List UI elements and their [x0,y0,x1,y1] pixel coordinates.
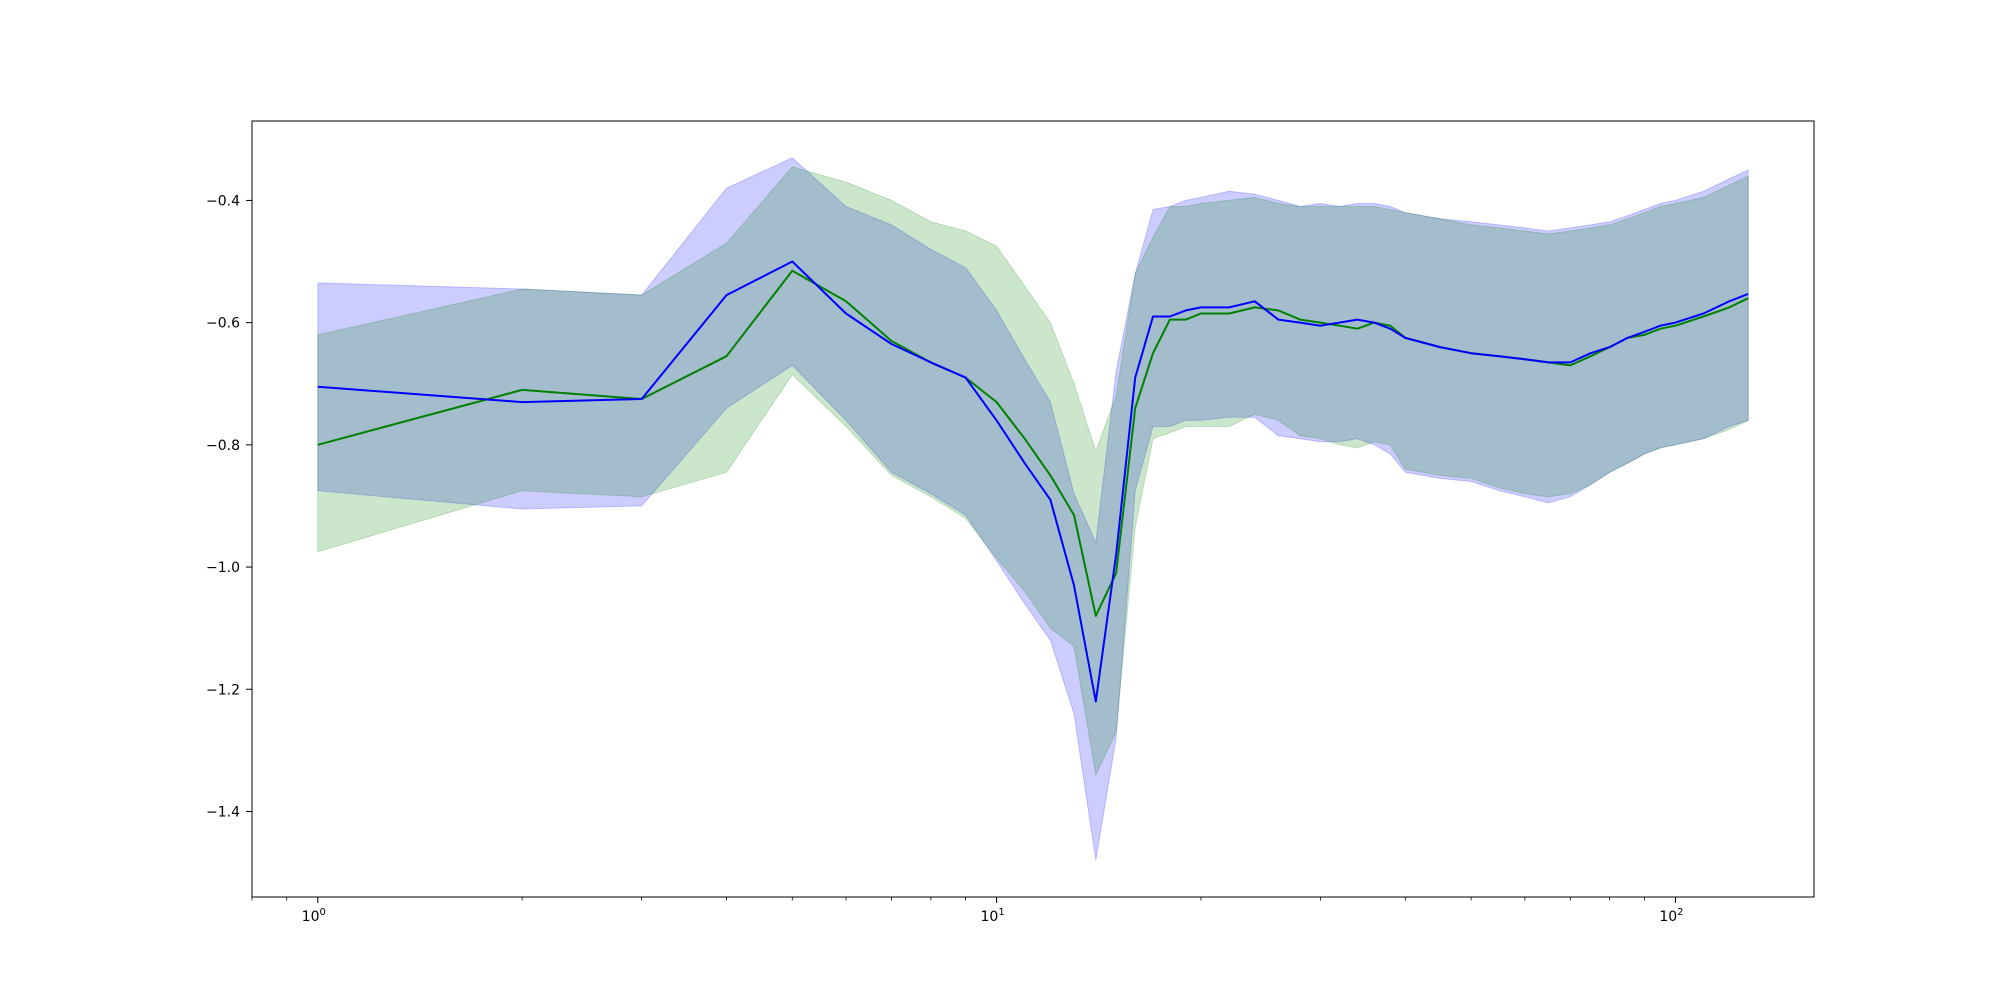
plot-frame [251,120,1815,898]
y-tick-label: −1.4 [206,804,240,820]
x-tick-label: 101 [981,907,1005,925]
confidence-bands [317,157,1749,861]
x-tick-label: 100 [302,907,326,925]
series-0-band [317,157,1749,861]
series-lines [317,260,1749,703]
y-tick-label: −1.0 [206,560,240,576]
y-axis: −0.4 −0.6 −0.8 −1.0 −1.2 −1.4 [206,193,252,820]
series-1-band [317,166,1749,777]
y-tick-label: −0.6 [206,316,240,332]
y-tick-label: −0.4 [206,193,240,209]
y-tick-label: −0.8 [206,438,240,454]
x-tick-label: 102 [1659,907,1683,925]
y-tick-label: −1.2 [206,682,240,698]
x-axis: 100 101 102 [251,897,1684,925]
series-0-line [317,260,1749,703]
